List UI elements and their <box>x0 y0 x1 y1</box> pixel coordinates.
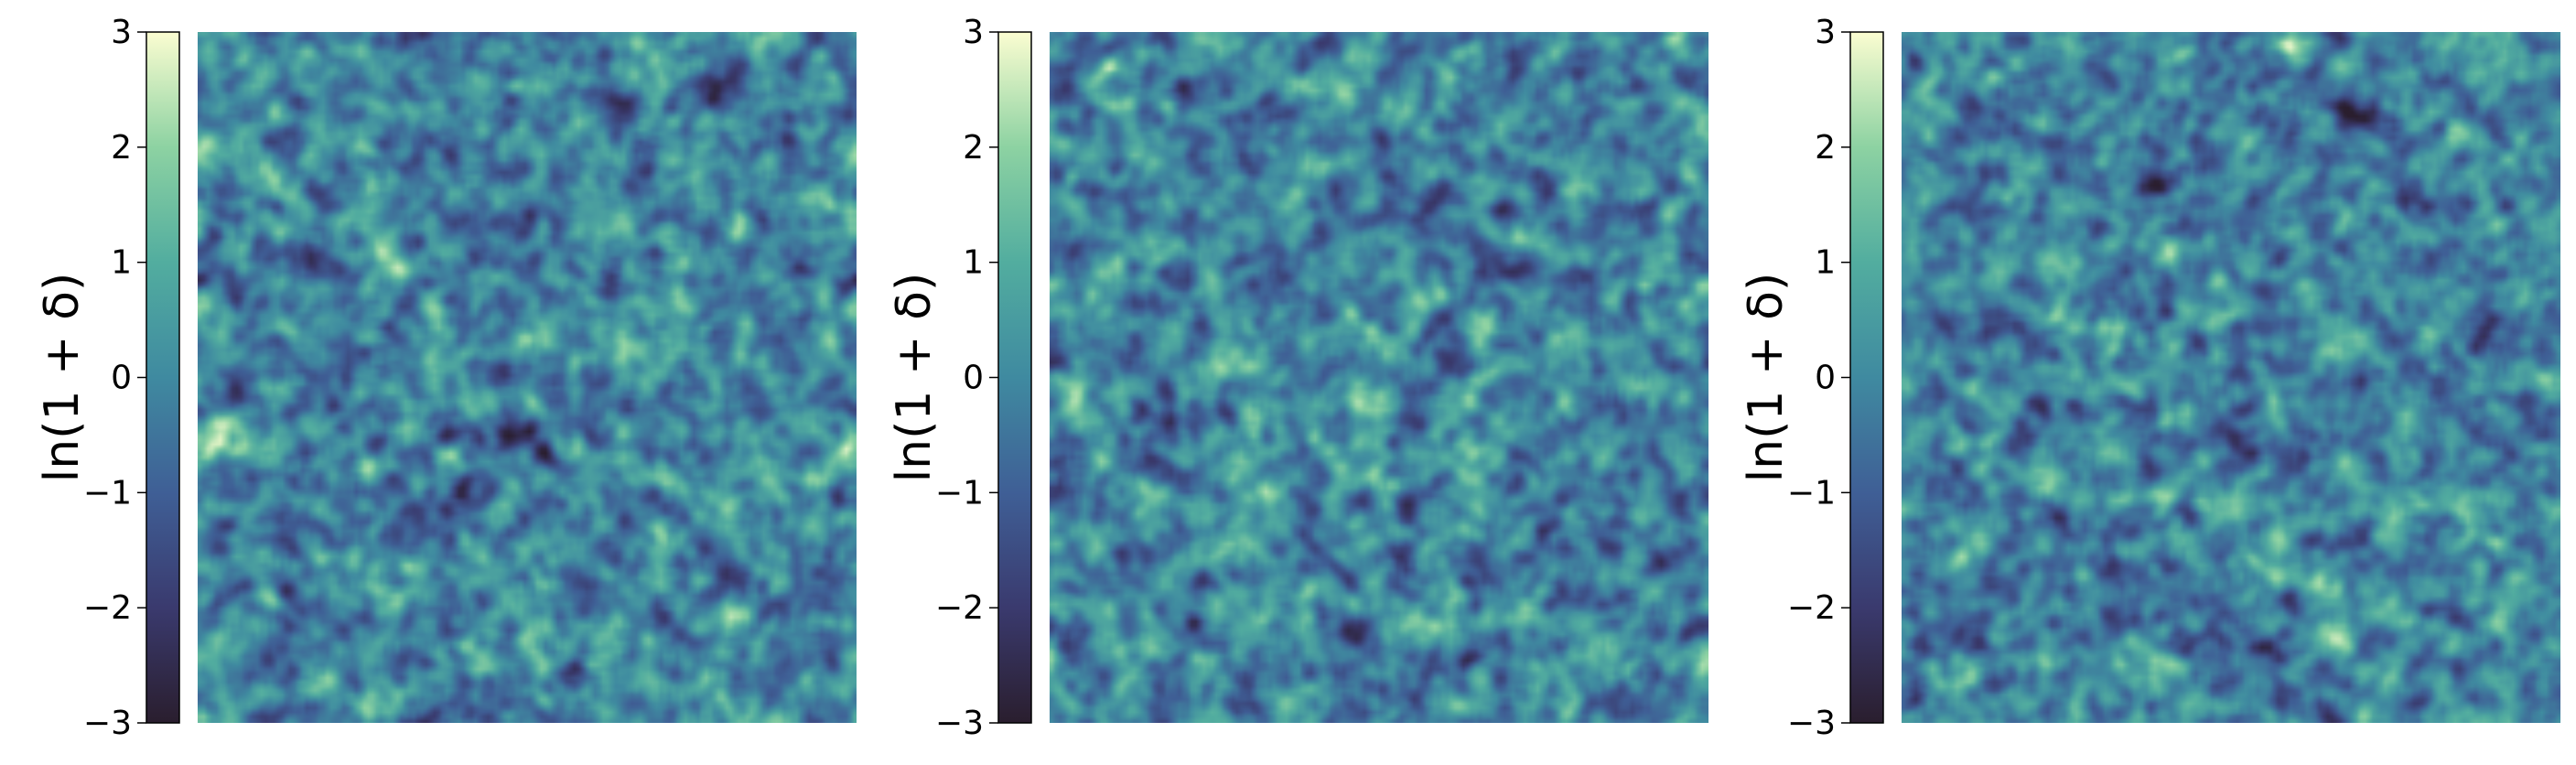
colorbar-tick-label: −2 <box>935 589 984 627</box>
colorbar-tick-label: −3 <box>83 705 132 742</box>
colorbar-tick-label: 1 <box>963 244 984 282</box>
panel-2: 3 2 1 0 −1 −2 −3 ln(1 + δ) <box>887 14 1708 742</box>
panel-3: 3 2 1 0 −1 −2 −3 ln(1 + δ) <box>1739 14 2560 742</box>
colorbar-tick-label: 0 <box>1815 360 1836 397</box>
density-map <box>198 32 857 723</box>
colorbar <box>1849 31 1884 724</box>
panel-1: 3 2 1 0 −1 −2 −3 ln(1 + δ) <box>35 14 857 742</box>
density-map <box>1902 32 2560 723</box>
colorbar-tick-label: −1 <box>1787 474 1836 512</box>
colorbar-tick-label: −1 <box>935 474 984 512</box>
colorbar-tick-label: 3 <box>1815 14 1836 51</box>
colorbar-tick-label: 3 <box>111 14 132 51</box>
colorbar-tick-label: −3 <box>935 705 984 742</box>
colorbar-tick-label: 1 <box>111 244 132 282</box>
colorbar-label: ln(1 + δ) <box>1739 273 1794 483</box>
colorbar-tick-label: −3 <box>1787 705 1836 742</box>
colorbar-tick-label: 3 <box>963 14 984 51</box>
colorbar-label: ln(1 + δ) <box>35 273 90 483</box>
colorbar-tick-label: 2 <box>111 129 132 167</box>
colorbar-tick-label: −2 <box>83 589 132 627</box>
colorbar-tick-label: 0 <box>963 360 984 397</box>
density-map <box>1050 32 1708 723</box>
colorbar <box>997 31 1032 724</box>
colorbar-label: ln(1 + δ) <box>887 273 942 483</box>
colorbar-tick-label: 1 <box>1815 244 1836 282</box>
colorbar-tick-label: 0 <box>111 360 132 397</box>
colorbar-tick-label: −2 <box>1787 589 1836 627</box>
colorbar-tick-label: 2 <box>1815 129 1836 167</box>
colorbar <box>146 31 180 724</box>
colorbar-tick-label: 2 <box>963 129 984 167</box>
colorbar-tick-label: −1 <box>83 474 132 512</box>
